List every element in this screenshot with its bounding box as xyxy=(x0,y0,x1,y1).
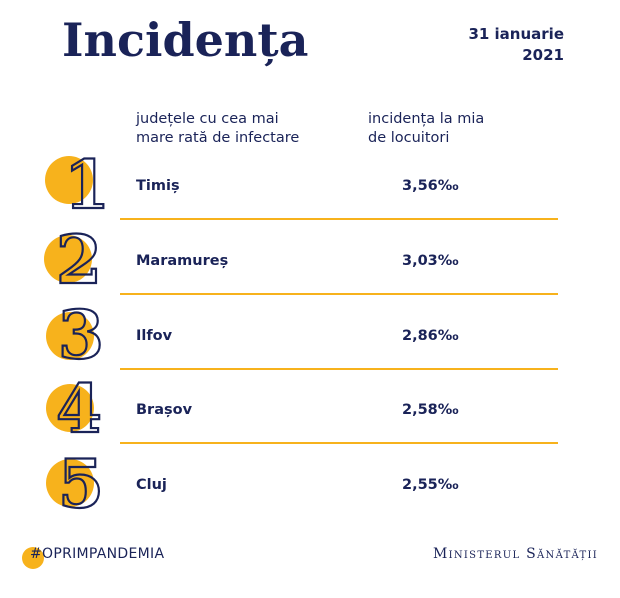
rank-numeral: 1 xyxy=(63,148,111,218)
date-day-month: 31 ianuarie xyxy=(468,25,564,43)
rank-circle-decoration xyxy=(44,235,92,283)
rank-numeral-text: 2 xyxy=(56,223,102,293)
column-header-counties: județele cu cea mai mare rată de infecta… xyxy=(136,110,299,148)
column-header-incidence: incidența la mia de locuitori xyxy=(368,110,484,148)
campaign-hashtag: #OPRIMPANDEMIA xyxy=(30,546,165,562)
page-title: Incidența xyxy=(62,13,309,67)
rank-circle-decoration xyxy=(46,312,94,360)
rank-numeral-text: 3 xyxy=(58,298,104,368)
row-divider xyxy=(120,368,558,370)
county-name: Brașov xyxy=(136,402,193,418)
column-header-counties-line: mare rată de infectare xyxy=(136,130,300,146)
rank-circle-decoration xyxy=(46,459,94,507)
ministry-logo-text: Ministerul Sănătății xyxy=(432,546,598,562)
incidence-value: 3,03‰ xyxy=(402,253,459,269)
row-divider xyxy=(120,293,558,295)
county-name: Maramureș xyxy=(136,253,229,269)
date-year: 2021 xyxy=(522,46,564,64)
county-name: Ilfov xyxy=(136,328,173,344)
rank-numeral: 5 xyxy=(57,447,105,517)
ranking-row: 4 Brașov 2,58‰ xyxy=(0,372,620,447)
column-header-incidence-line: incidența la mia xyxy=(368,111,485,127)
hashtag-dot-decoration xyxy=(22,547,44,569)
rank-numeral: 3 xyxy=(57,298,105,368)
incidence-value: 2,58‰ xyxy=(402,402,459,418)
county-name: Cluj xyxy=(136,477,167,493)
ranking-row: 5 Cluj 2,55‰ xyxy=(0,447,620,522)
row-divider xyxy=(120,442,558,444)
rank-numeral-text: 1 xyxy=(64,148,110,218)
incidence-value: 2,55‰ xyxy=(402,477,459,493)
column-header-counties-line: județele cu cea mai xyxy=(136,111,279,127)
incidence-value: 2,86‰ xyxy=(402,328,459,344)
date-block: 31 ianuarie 2021 xyxy=(468,24,564,66)
rank-numeral: 4 xyxy=(56,372,103,442)
rank-circle-decoration xyxy=(46,384,94,432)
ranking-row: 2 Maramureș 3,03‰ xyxy=(0,223,620,298)
row-divider xyxy=(120,218,558,220)
county-name: Timiș xyxy=(136,178,180,194)
rank-numeral-text: 4 xyxy=(56,372,102,442)
column-header-incidence-line: de locuitori xyxy=(368,130,450,146)
rank-numeral-text: 5 xyxy=(58,447,104,517)
ranking-row: 1 Timiș 3,56‰ xyxy=(0,148,620,223)
rank-numeral: 2 xyxy=(56,223,103,293)
ranking-row: 3 Ilfov 2,86‰ xyxy=(0,298,620,373)
incidence-value: 3,56‰ xyxy=(402,178,459,194)
rank-circle-decoration xyxy=(45,156,93,204)
